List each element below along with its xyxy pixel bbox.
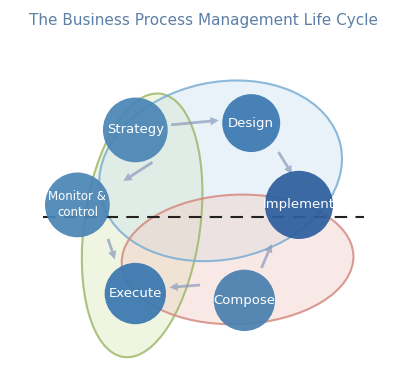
Text: Strategy: Strategy <box>107 123 164 136</box>
Circle shape <box>265 171 333 239</box>
Circle shape <box>103 98 168 162</box>
Circle shape <box>105 263 166 324</box>
Ellipse shape <box>82 93 202 357</box>
Text: Compose: Compose <box>213 294 276 307</box>
Circle shape <box>45 172 110 237</box>
Text: Monitor &
control: Monitor & control <box>48 190 106 219</box>
Text: The Business Process Management Life Cycle: The Business Process Management Life Cyc… <box>29 13 378 28</box>
Ellipse shape <box>122 195 353 324</box>
Circle shape <box>222 94 280 152</box>
Text: Design: Design <box>228 116 274 129</box>
Ellipse shape <box>99 80 342 261</box>
Text: Execute: Execute <box>109 287 162 300</box>
Text: Implement: Implement <box>263 198 335 211</box>
Circle shape <box>214 270 275 331</box>
